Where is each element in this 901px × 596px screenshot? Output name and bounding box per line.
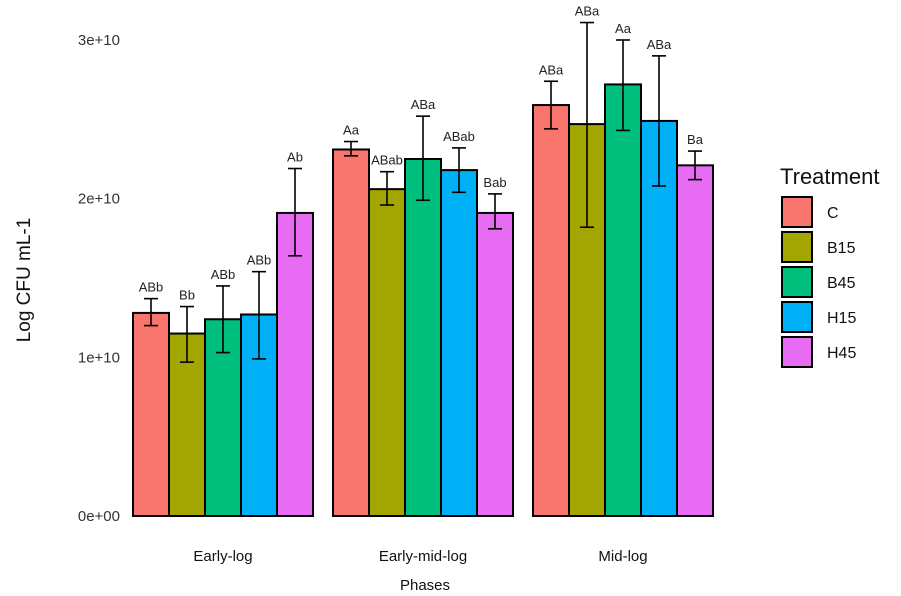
bar-H15-Early-mid-log <box>440 169 478 518</box>
legend-item-B15: B15 <box>781 231 856 263</box>
significance-label: Ab <box>287 150 303 165</box>
legend-item-C: C <box>781 196 839 228</box>
significance-label: Bab <box>483 175 506 190</box>
legend-swatch <box>781 336 813 368</box>
legend-item-H15: H15 <box>781 301 856 333</box>
legend-swatch <box>781 231 813 263</box>
bar-C-Mid-log <box>532 104 570 517</box>
significance-label: ABa <box>575 4 600 19</box>
error-bar <box>652 55 666 187</box>
error-bar <box>252 270 266 360</box>
legend: Treatment C B15 B45 H15 H45 <box>780 164 879 368</box>
significance-label: ABab <box>443 129 475 144</box>
error-bar <box>288 167 302 257</box>
error-bars <box>144 21 702 363</box>
bar-H45-Early-mid-log <box>476 211 514 518</box>
significance-label: ABb <box>211 267 236 282</box>
significance-label: Ba <box>687 132 704 147</box>
legend-swatch <box>781 266 813 298</box>
bars <box>132 83 714 518</box>
significance-label: ABab <box>371 153 403 168</box>
error-bar <box>216 285 230 354</box>
significance-label: ABb <box>247 253 272 268</box>
bar-H45-Early-log <box>276 211 314 518</box>
y-tick-label: 0e+00 <box>78 508 120 525</box>
error-bar <box>144 297 158 327</box>
x-tick-label: Early-log <box>193 548 252 565</box>
error-bar <box>380 170 394 206</box>
y-tick-label: 2e+10 <box>78 191 120 208</box>
error-bar <box>488 193 502 230</box>
x-axis-title: Phases <box>400 577 450 594</box>
bar-B45-Mid-log <box>604 83 642 517</box>
legend-title: Treatment <box>780 164 879 189</box>
error-bar <box>452 147 466 194</box>
significance-label: ABa <box>539 62 564 77</box>
legend-label: B15 <box>827 240 856 257</box>
bar-B15-Early-mid-log <box>368 188 406 517</box>
x-tick-label: Early-mid-log <box>379 548 467 565</box>
legend-item-H45: H45 <box>781 336 856 368</box>
error-bar <box>580 21 594 229</box>
error-bar <box>416 115 430 202</box>
legend-swatch <box>781 196 813 228</box>
error-bar <box>180 305 194 363</box>
bar-B45-Early-mid-log <box>404 158 442 517</box>
bar-C-Early-mid-log <box>332 148 370 517</box>
significance-labels: ABb Bb ABb ABb Ab Aa ABab ABa ABab Bab ABa ABa Aa ABa… <box>139 4 704 303</box>
y-axis: 0e+00 1e+10 2e+10 3e+10 <box>78 32 120 525</box>
significance-label: ABb <box>139 280 164 295</box>
legend-item-B45: B45 <box>781 266 856 298</box>
error-bar <box>616 39 630 132</box>
y-tick-label: 1e+10 <box>78 349 120 366</box>
legend-label: C <box>827 205 839 222</box>
bar-H45-Mid-log <box>676 164 714 517</box>
bar-C-Early-log <box>132 311 170 518</box>
error-bar <box>544 80 558 130</box>
significance-label: Bb <box>179 288 195 303</box>
legend-label: B45 <box>827 275 856 292</box>
x-axis: Early-log Early-mid-log Mid-log <box>193 548 647 565</box>
error-bar <box>688 150 702 181</box>
significance-label: ABa <box>411 97 436 112</box>
significance-label: Aa <box>615 21 632 36</box>
legend-swatch <box>781 301 813 333</box>
y-tick-label: 3e+10 <box>78 32 120 49</box>
significance-label: ABa <box>647 37 672 52</box>
significance-label: Aa <box>343 123 360 138</box>
legend-label: H15 <box>827 310 856 327</box>
x-tick-label: Mid-log <box>598 548 647 565</box>
legend-label: H45 <box>827 345 856 362</box>
y-axis-title: Log CFU mL-1 <box>14 218 35 343</box>
bar-B15-Early-log <box>168 332 206 517</box>
error-bar <box>344 140 358 157</box>
